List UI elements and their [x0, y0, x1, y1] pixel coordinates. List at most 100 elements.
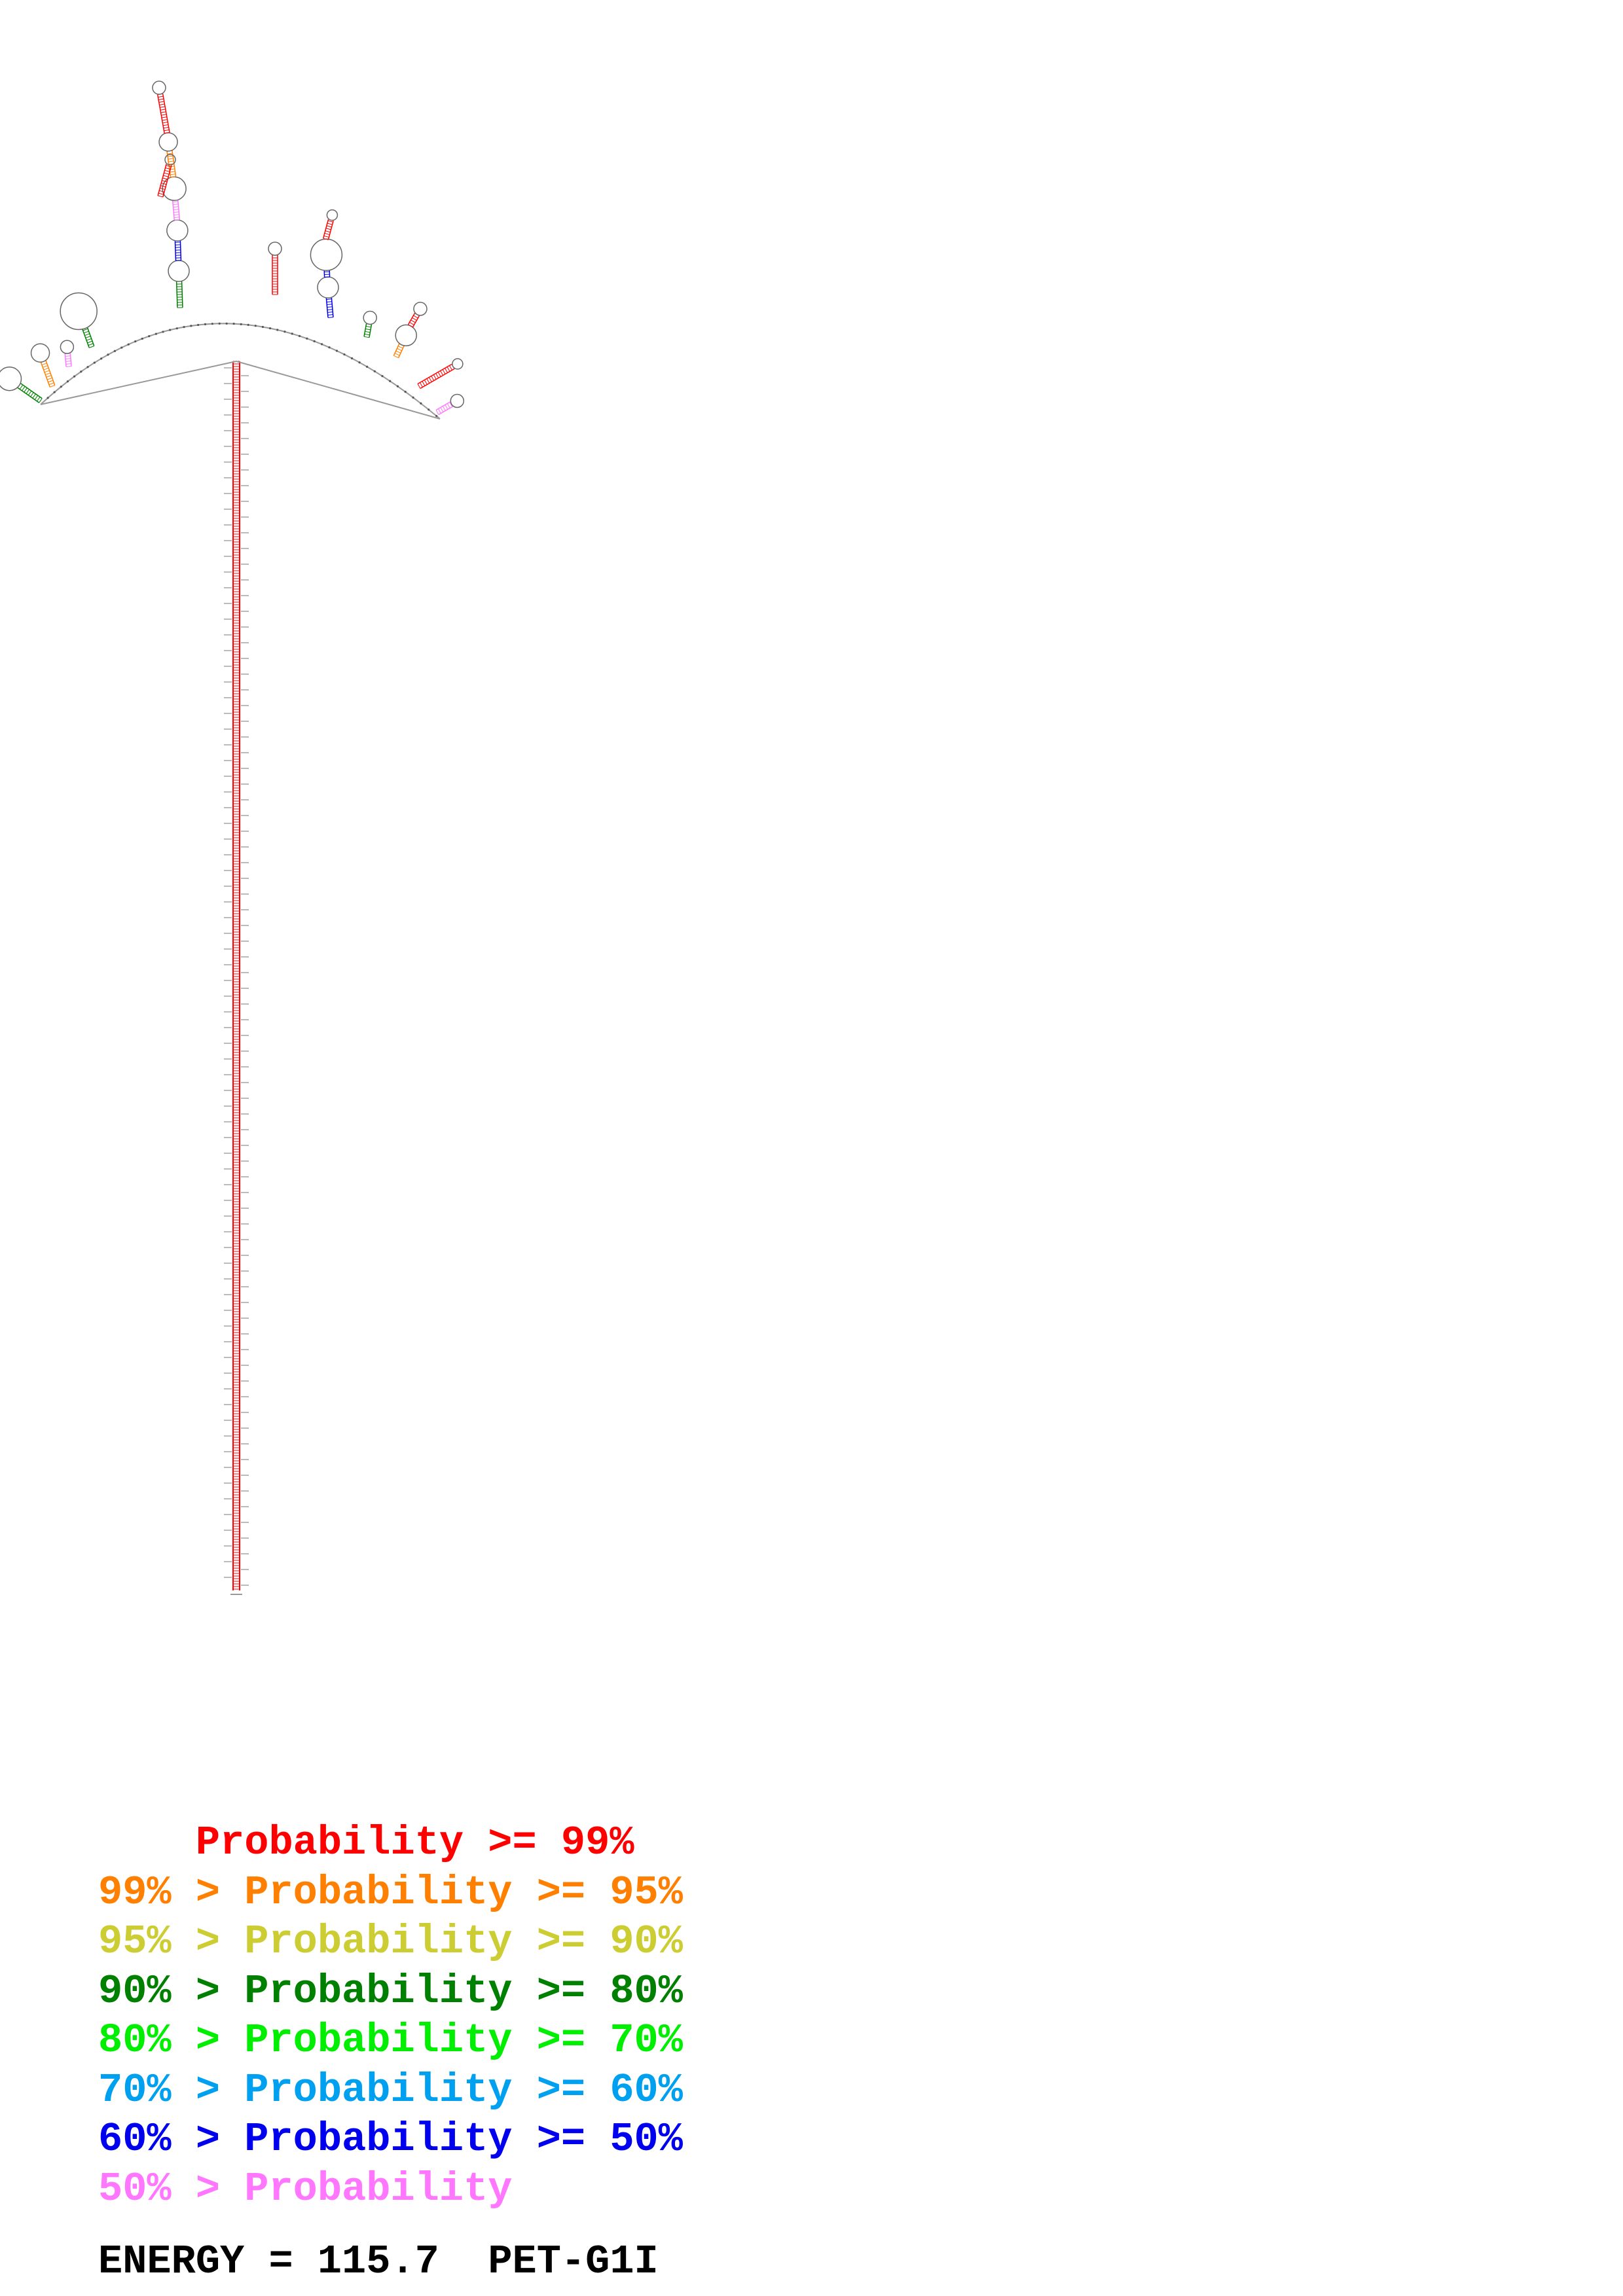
base-pair: [160, 111, 166, 113]
base-pair: [45, 372, 51, 376]
nucleotide: [46, 397, 49, 399]
base-pair: [437, 372, 441, 377]
nucleotide: [107, 353, 109, 356]
base-pair: [44, 370, 50, 373]
base-pair: [363, 336, 370, 338]
nucleotide: [335, 350, 338, 352]
stem-strand: [363, 323, 367, 337]
hairpin-loop: [162, 176, 187, 202]
base-pair: [83, 331, 89, 334]
stem-strand: [157, 94, 165, 134]
base-pair: [413, 315, 418, 319]
nucleotide: [420, 402, 422, 405]
base-pair: [48, 380, 54, 383]
base-pair: [163, 175, 169, 177]
base-pair: [449, 365, 452, 370]
base-pair: [164, 170, 170, 172]
rna-secondary-structure-diagram: [0, 81, 465, 1595]
base-pair: [24, 387, 27, 393]
base-pair: [166, 165, 172, 168]
hairpin-loop: [30, 343, 50, 363]
base-pair: [160, 185, 166, 188]
base-pair: [428, 377, 432, 382]
nucleotide: [283, 331, 286, 333]
base-pair: [161, 183, 167, 185]
base-pair: [84, 333, 90, 336]
hairpin-tall-5: [152, 81, 170, 134]
base-pair: [324, 233, 330, 236]
legend-row-99: Probability >= 99%: [98, 1820, 634, 1866]
hairpin-loop: [152, 81, 166, 95]
nucleotide: [169, 329, 172, 331]
base-pair: [65, 361, 71, 362]
stem-strand: [407, 313, 416, 325]
nucleotide: [113, 350, 116, 352]
stem-strand: [162, 165, 172, 198]
main-helix-stem: [224, 361, 249, 1595]
base-pair: [32, 393, 36, 399]
hairpin-left-4: [60, 340, 75, 367]
hairpin-tall-side: [157, 154, 176, 198]
base-pair: [449, 402, 453, 407]
nucleotide: [134, 340, 137, 343]
base-pair: [87, 340, 93, 344]
legend-row-below-50: 50% > Probability: [98, 2165, 513, 2212]
base-pair: [438, 408, 441, 414]
stem-strand: [179, 240, 182, 260]
base-pair: [173, 209, 179, 210]
stem-strand: [417, 363, 452, 385]
base-pair: [431, 376, 435, 381]
stem-strand: [69, 353, 72, 367]
base-pair: [27, 390, 32, 396]
base-pair: [65, 355, 71, 357]
base-pair: [37, 397, 41, 402]
base-pair: [420, 382, 423, 387]
hairpin-loop: [326, 209, 338, 221]
base-pair: [159, 190, 165, 192]
nucleotide: [204, 323, 207, 325]
stem-strand: [331, 297, 334, 317]
stem-strand: [325, 298, 329, 318]
base-pair: [162, 180, 168, 183]
nucleotide: [155, 332, 157, 335]
hairpin-mid-4: [322, 209, 338, 240]
base-pair: [394, 353, 400, 356]
nucleotide: [175, 327, 178, 330]
hairpin-left-2: [30, 343, 56, 387]
base-pair: [48, 382, 54, 386]
base-pair: [85, 336, 91, 338]
stem-strand: [172, 200, 175, 221]
base-pair: [30, 392, 34, 397]
base-pair: [412, 317, 417, 321]
base-pair: [164, 132, 170, 134]
base-pair: [365, 331, 371, 333]
nucleotide: [358, 361, 361, 364]
base-pair: [433, 374, 437, 380]
stem-strand: [20, 383, 43, 399]
hairpin-loop: [452, 358, 464, 370]
base-pair: [395, 350, 401, 353]
hairpin-loop: [0, 366, 22, 391]
base-pair: [162, 124, 169, 126]
hairpin-right-1: [363, 310, 377, 338]
nucleotide: [298, 334, 301, 337]
hairpin-loop: [166, 219, 189, 242]
base-pair: [46, 375, 52, 378]
base-pair: [39, 398, 43, 403]
nucleotide: [313, 340, 316, 342]
base-pair: [168, 158, 173, 160]
base-pair: [173, 217, 180, 218]
stem-strand: [397, 346, 405, 359]
base-pair: [327, 317, 334, 318]
hairpin-left-3: [60, 292, 98, 348]
stem-strand: [412, 315, 420, 328]
base-pair: [440, 370, 444, 376]
base-pair: [158, 195, 163, 198]
nucleotide: [268, 327, 272, 330]
base-pair: [447, 367, 450, 372]
nucleotide: [190, 325, 192, 327]
nucleotide: [60, 386, 62, 388]
nucleotide: [261, 325, 264, 329]
stem-strand: [393, 343, 400, 356]
hairpin-branches: [0, 81, 465, 416]
